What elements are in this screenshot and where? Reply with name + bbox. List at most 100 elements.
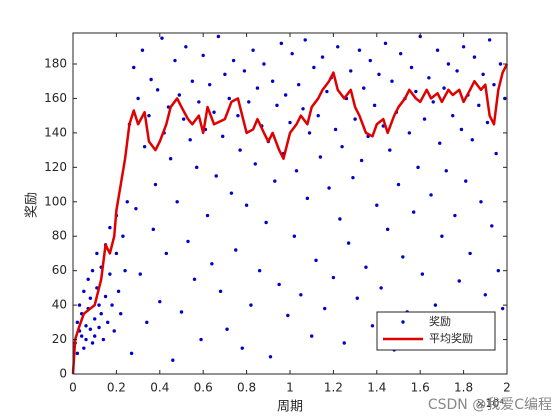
- scatter-point: [318, 155, 323, 159]
- scatter-point: [88, 327, 93, 331]
- scatter-point: [455, 69, 459, 73]
- watermark: CSDN @我爱C编程: [428, 397, 552, 413]
- scatter-point: [147, 113, 151, 118]
- scatter-point: [257, 268, 262, 273]
- scatter-point: [140, 48, 145, 52]
- scatter-point: [477, 103, 481, 108]
- scatter-point: [132, 65, 136, 70]
- x-tick-label: 1.2: [324, 381, 343, 395]
- scatter-point: [134, 206, 138, 211]
- scatter-point: [342, 341, 346, 345]
- scatter-point: [396, 182, 401, 187]
- scatter-point: [244, 203, 249, 207]
- scatter-point: [90, 268, 95, 273]
- scatter-point: [229, 191, 234, 195]
- scatter-point: [286, 313, 290, 318]
- scatter-point: [199, 337, 203, 342]
- scatter-point: [323, 306, 327, 311]
- scatter-point: [368, 58, 372, 63]
- scatter-point: [277, 282, 281, 287]
- scatter-point: [205, 213, 210, 218]
- scatter-point: [179, 310, 184, 314]
- scatter-point: [290, 51, 294, 56]
- scatter-point: [316, 113, 320, 118]
- scatter-point: [440, 234, 444, 238]
- scatter-point: [292, 234, 297, 238]
- scatter-point: [340, 144, 344, 149]
- scatter-point: [155, 88, 160, 92]
- scatter-point: [296, 82, 301, 87]
- scatter-point: [210, 262, 214, 266]
- scatter-point: [357, 48, 362, 52]
- scatter-point: [234, 248, 238, 252]
- scatter-point: [375, 203, 379, 207]
- x-tick-label: 0.2: [107, 381, 126, 395]
- scatter-point: [158, 299, 162, 304]
- scatter-point: [77, 303, 82, 307]
- scatter-point: [362, 86, 366, 90]
- scatter-point: [188, 138, 192, 142]
- scatter-point: [125, 200, 129, 204]
- scatter-point: [299, 293, 303, 297]
- scatter-point: [461, 45, 466, 49]
- scatter-point: [240, 346, 244, 350]
- scatter-point: [242, 69, 247, 73]
- scatter-point: [355, 296, 359, 300]
- y-tick-label: 100: [44, 194, 67, 208]
- y-tick-label: 40: [52, 298, 67, 312]
- scatter-point: [101, 337, 106, 342]
- scatter-point: [338, 217, 342, 221]
- legend-marker: [401, 320, 405, 324]
- x-tick-label: 2: [503, 381, 511, 395]
- scatter-point: [494, 151, 498, 156]
- scatter-point: [75, 351, 80, 356]
- scatter-point: [327, 186, 331, 190]
- x-tick-label: 0.6: [194, 381, 213, 395]
- scatter-point: [123, 268, 127, 273]
- scatter-point: [359, 158, 364, 163]
- scatter-point: [214, 174, 218, 178]
- scatter-point: [168, 157, 173, 161]
- scatter-point: [93, 317, 97, 321]
- scatter-point: [173, 58, 177, 63]
- scatter-point: [333, 127, 338, 132]
- x-tick-label: 0: [69, 381, 77, 395]
- scatter-point: [407, 131, 412, 135]
- scatter-point: [253, 162, 257, 166]
- scatter-point: [86, 277, 90, 281]
- scatter-point: [438, 141, 442, 145]
- scatter-point: [99, 312, 103, 316]
- scatter-point: [84, 324, 88, 328]
- scatter-point: [351, 175, 355, 180]
- scatter-point: [255, 86, 260, 90]
- scatter-point: [377, 72, 381, 77]
- x-tick-label: 0.8: [237, 381, 256, 395]
- scatter-point: [108, 225, 112, 230]
- x-offset-label: ×10⁴: [476, 397, 504, 410]
- legend-box: [376, 311, 496, 351]
- scatter-point: [370, 324, 375, 328]
- scatter-point: [275, 103, 279, 108]
- scatter-point: [121, 234, 125, 238]
- scatter-point: [190, 79, 195, 83]
- scatter-point: [181, 117, 186, 121]
- scatter-point: [401, 255, 405, 259]
- scatter-point: [468, 251, 472, 256]
- scatter-point: [487, 38, 492, 42]
- scatter-point: [114, 251, 119, 256]
- scatter-point: [197, 100, 201, 104]
- scatter-point: [149, 77, 153, 82]
- scatter-point: [79, 334, 84, 338]
- scatter-point: [212, 110, 216, 114]
- scatter-point: [192, 277, 197, 281]
- scatter-point: [464, 179, 468, 183]
- scatter-point: [95, 251, 99, 256]
- y-tick-label: 60: [52, 263, 67, 277]
- scatter-point: [186, 239, 190, 244]
- scatter-point: [88, 296, 93, 300]
- scatter-point: [485, 120, 490, 125]
- scatter-point: [383, 41, 388, 46]
- scatter-point: [153, 182, 158, 187]
- scatter-point: [116, 289, 121, 294]
